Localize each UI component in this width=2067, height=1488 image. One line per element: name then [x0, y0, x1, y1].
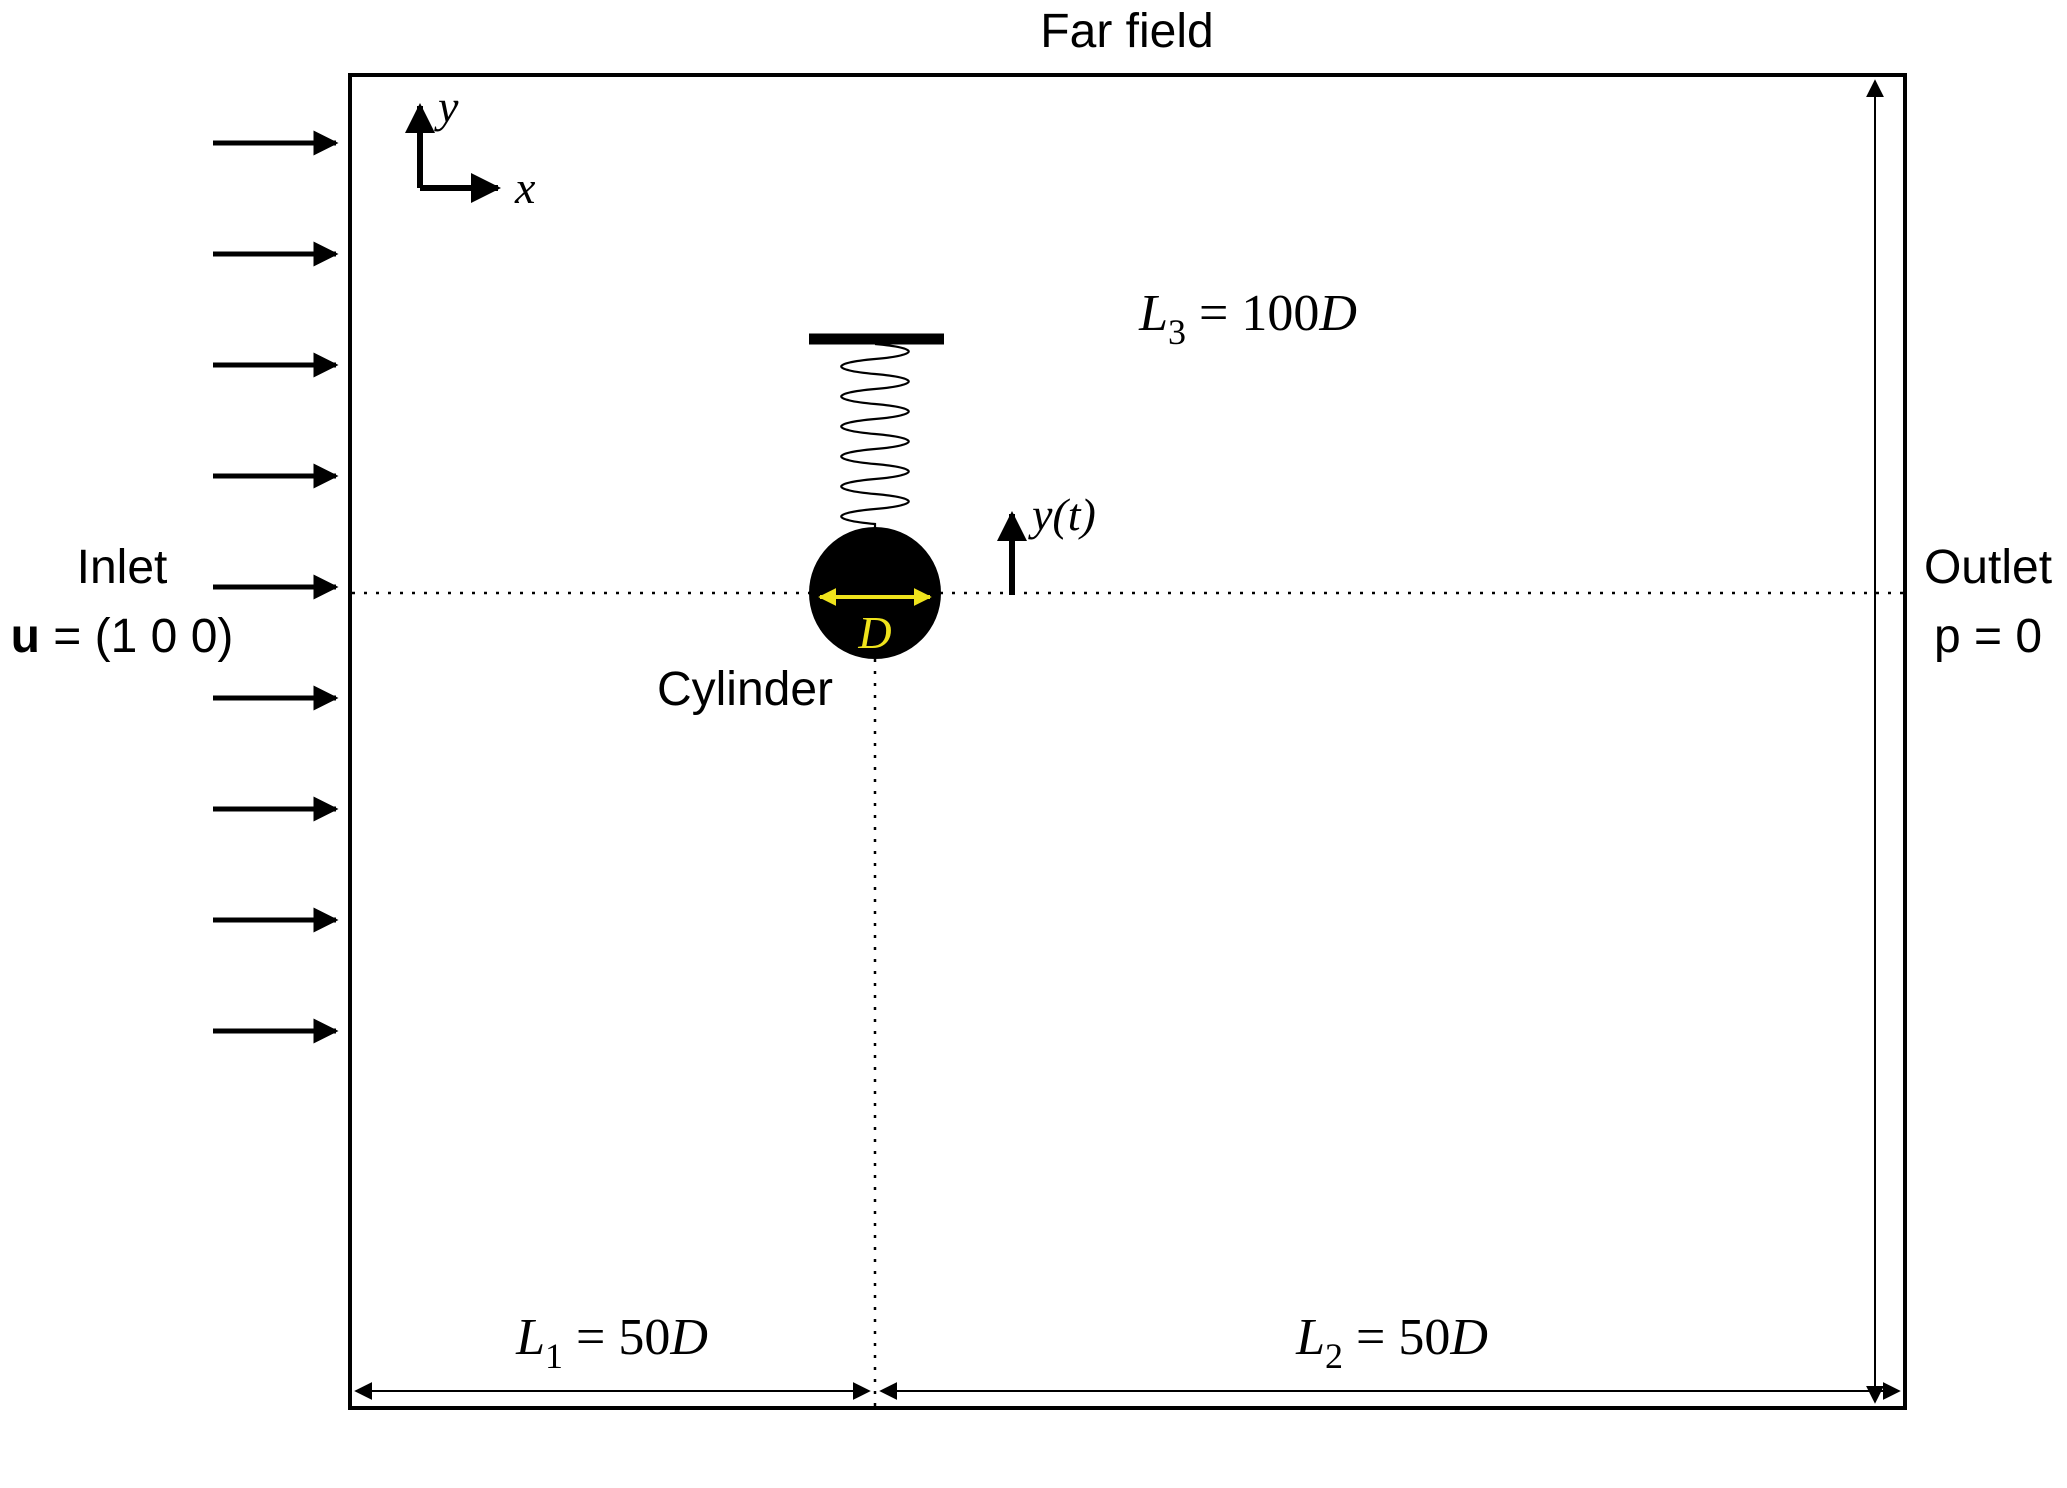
cylinder-label: Cylinder: [657, 663, 833, 716]
far-field-label: Far field: [1040, 5, 1213, 58]
coordinate-axes: y x: [405, 81, 536, 213]
outlet-pressure-label: p = 0: [1934, 610, 2042, 663]
inlet-label: Inlet: [77, 541, 168, 594]
spring: [840, 342, 910, 528]
inlet-flow-arrows: [213, 130, 339, 1044]
dim-l1-label: L1 = 50D: [515, 1309, 708, 1376]
outlet-label: Outlet: [1924, 541, 2052, 594]
domain-boundary: [348, 73, 1907, 1410]
dim-l3-label: L3 = 100D: [1138, 285, 1357, 352]
x-axis-label: x: [514, 162, 536, 213]
displacement-label: y(t): [1028, 489, 1096, 540]
y-axis-label: y: [434, 81, 459, 132]
dim-l2-label: L2 = 50D: [1295, 1309, 1488, 1376]
inlet-velocity-label: u = (1 0 0): [11, 610, 234, 663]
diameter-label: D: [857, 607, 891, 658]
